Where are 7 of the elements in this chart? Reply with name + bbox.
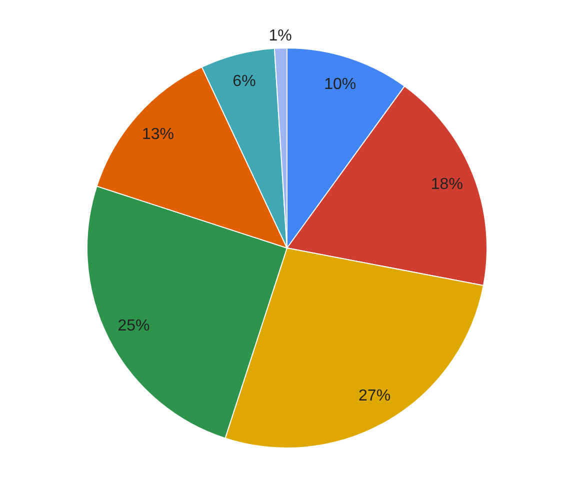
data-label: 27% [358,388,391,405]
data-label: 18% [430,176,463,194]
data-label: 1% [268,28,292,45]
data-label: 6% [232,72,256,90]
data-label: 13% [142,126,174,143]
data-label: 10% [324,76,356,93]
data-label: 25% [118,318,150,335]
